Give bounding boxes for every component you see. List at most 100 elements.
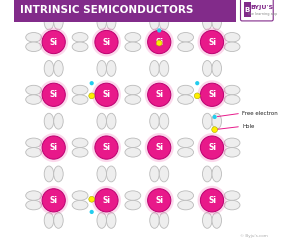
- Ellipse shape: [97, 212, 106, 228]
- Ellipse shape: [159, 113, 169, 129]
- Text: Si: Si: [155, 37, 163, 47]
- Text: Si: Si: [103, 90, 110, 99]
- Text: Si: Si: [155, 90, 163, 99]
- Circle shape: [148, 189, 171, 212]
- Ellipse shape: [106, 212, 116, 228]
- Ellipse shape: [178, 147, 194, 157]
- Ellipse shape: [159, 166, 169, 182]
- Circle shape: [89, 196, 94, 202]
- Ellipse shape: [72, 33, 88, 42]
- Ellipse shape: [54, 61, 63, 76]
- Circle shape: [39, 80, 68, 109]
- Text: © Byju's.com: © Byju's.com: [239, 234, 267, 238]
- Circle shape: [95, 30, 118, 54]
- Ellipse shape: [97, 166, 106, 182]
- Text: BYJU'S: BYJU'S: [250, 5, 274, 10]
- Circle shape: [95, 83, 118, 106]
- Ellipse shape: [150, 61, 159, 76]
- Ellipse shape: [26, 200, 42, 210]
- Text: Si: Si: [208, 143, 216, 152]
- Ellipse shape: [178, 191, 194, 200]
- Ellipse shape: [202, 113, 212, 129]
- Ellipse shape: [224, 33, 240, 42]
- Ellipse shape: [26, 138, 42, 147]
- Text: Si: Si: [50, 143, 58, 152]
- Circle shape: [157, 28, 161, 33]
- Text: Si: Si: [155, 196, 163, 205]
- Ellipse shape: [125, 95, 141, 104]
- Ellipse shape: [125, 191, 141, 200]
- Circle shape: [39, 133, 68, 162]
- Ellipse shape: [202, 61, 212, 76]
- Circle shape: [145, 133, 174, 162]
- Ellipse shape: [212, 166, 221, 182]
- Ellipse shape: [125, 85, 141, 95]
- Circle shape: [212, 127, 218, 133]
- Text: Hole: Hole: [242, 124, 254, 129]
- Ellipse shape: [26, 147, 42, 157]
- Text: B: B: [245, 7, 250, 13]
- Ellipse shape: [212, 212, 221, 228]
- Circle shape: [89, 93, 94, 99]
- Circle shape: [39, 186, 68, 215]
- Circle shape: [42, 136, 65, 159]
- Text: Free electron: Free electron: [242, 111, 278, 116]
- Text: Si: Si: [103, 196, 110, 205]
- Ellipse shape: [224, 200, 240, 210]
- Ellipse shape: [54, 14, 63, 30]
- Circle shape: [92, 80, 121, 109]
- Text: Si: Si: [208, 196, 216, 205]
- Ellipse shape: [159, 14, 169, 30]
- Ellipse shape: [97, 61, 106, 76]
- Ellipse shape: [178, 42, 194, 51]
- Circle shape: [145, 80, 174, 109]
- Ellipse shape: [106, 14, 116, 30]
- Ellipse shape: [125, 138, 141, 147]
- Ellipse shape: [178, 95, 194, 104]
- Text: Si: Si: [103, 37, 110, 47]
- Ellipse shape: [224, 191, 240, 200]
- Circle shape: [145, 186, 174, 215]
- Ellipse shape: [178, 200, 194, 210]
- Ellipse shape: [54, 113, 63, 129]
- Ellipse shape: [44, 212, 54, 228]
- Circle shape: [200, 30, 224, 54]
- Text: INTRINSIC SEMICONDUCTORS: INTRINSIC SEMICONDUCTORS: [20, 5, 193, 14]
- Circle shape: [42, 83, 65, 106]
- Text: Si: Si: [50, 37, 58, 47]
- Ellipse shape: [72, 95, 88, 104]
- Bar: [244, 2, 251, 17]
- Ellipse shape: [125, 147, 141, 157]
- Circle shape: [148, 30, 171, 54]
- Ellipse shape: [150, 212, 159, 228]
- Circle shape: [197, 27, 226, 57]
- Ellipse shape: [224, 147, 240, 157]
- Ellipse shape: [202, 212, 212, 228]
- Bar: [14, 0, 236, 22]
- Circle shape: [92, 133, 121, 162]
- Circle shape: [197, 186, 226, 215]
- Ellipse shape: [212, 61, 221, 76]
- Ellipse shape: [224, 42, 240, 51]
- Ellipse shape: [159, 212, 169, 228]
- Ellipse shape: [224, 85, 240, 95]
- Ellipse shape: [26, 33, 42, 42]
- Ellipse shape: [150, 14, 159, 30]
- Text: Si: Si: [208, 90, 216, 99]
- FancyBboxPatch shape: [241, 0, 273, 21]
- Ellipse shape: [72, 147, 88, 157]
- Ellipse shape: [54, 166, 63, 182]
- Circle shape: [90, 210, 94, 214]
- Ellipse shape: [212, 14, 221, 30]
- Circle shape: [148, 83, 171, 106]
- Circle shape: [92, 186, 121, 215]
- Ellipse shape: [159, 61, 169, 76]
- Circle shape: [42, 30, 65, 54]
- Circle shape: [42, 189, 65, 212]
- Ellipse shape: [72, 138, 88, 147]
- Text: Si: Si: [50, 196, 58, 205]
- Ellipse shape: [202, 166, 212, 182]
- Ellipse shape: [44, 14, 54, 30]
- Circle shape: [197, 80, 226, 109]
- Text: Si: Si: [50, 90, 58, 99]
